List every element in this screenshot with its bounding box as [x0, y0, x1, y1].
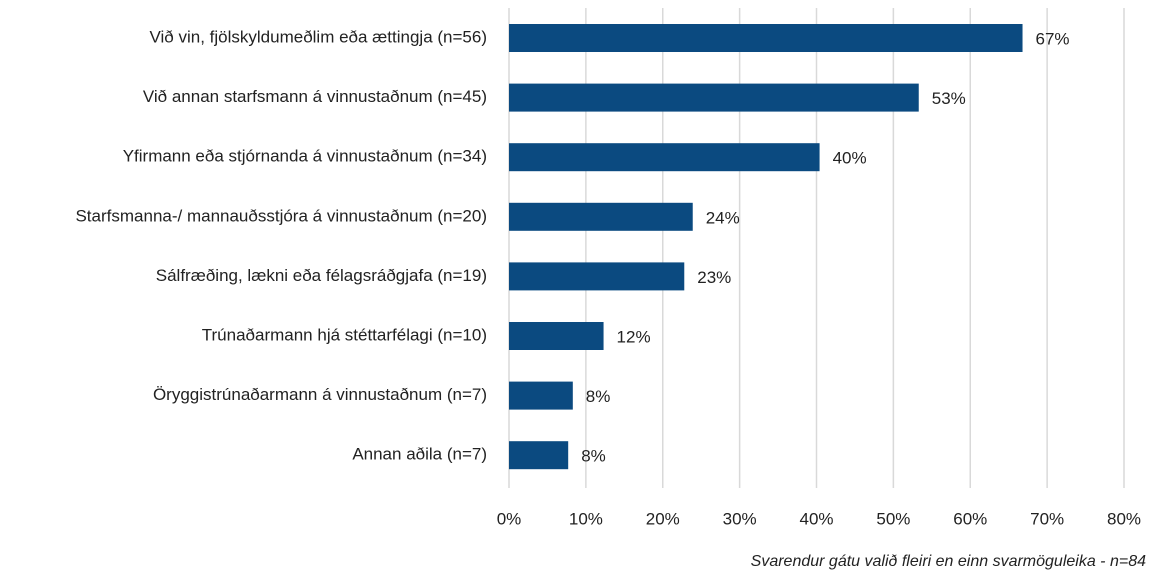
x-tick-label: 10%: [569, 509, 603, 528]
data-label: 8%: [581, 447, 606, 466]
y-tick-label: Við vin, fjölskyldumeðlim eða ættingja (…: [150, 27, 488, 46]
y-tick-label: Sálfræðing, lækni eða félagsráðgjafa (n=…: [156, 266, 487, 285]
x-tick-label: 20%: [646, 509, 680, 528]
bar: [509, 83, 919, 112]
y-tick-label: Annan aðila (n=7): [352, 445, 487, 464]
x-tick-label: 30%: [723, 509, 757, 528]
y-tick-label: Yfirmann eða stjórnanda á vinnustaðnum (…: [123, 147, 487, 166]
x-tick-label: 70%: [1030, 509, 1064, 528]
data-label: 40%: [833, 149, 867, 168]
x-tick-label: 50%: [876, 509, 910, 528]
bar: [509, 322, 604, 350]
bar: [509, 143, 820, 172]
data-label: 12%: [617, 327, 651, 346]
y-tick-label: Öryggistrúnaðarmann á vinnustaðnum (n=7): [153, 385, 487, 404]
x-tick-label: 0%: [497, 509, 522, 528]
bar: [509, 262, 685, 291]
data-label: 8%: [586, 387, 611, 406]
data-label: 67%: [1036, 29, 1070, 48]
x-tick-label: 40%: [799, 509, 833, 528]
x-tick-label: 60%: [953, 509, 987, 528]
y-tick-label: Trúnaðarmann hjá stéttarfélagi (n=10): [202, 325, 487, 344]
bar: [509, 381, 573, 410]
bar: [509, 24, 1023, 52]
annotation: Svarendur gátu valið fleiri en einn svar…: [751, 553, 1146, 570]
x-tick-label: 80%: [1107, 509, 1141, 528]
data-label: 53%: [932, 89, 966, 108]
bar: [509, 441, 569, 470]
data-label: 23%: [697, 268, 731, 287]
data-label: 24%: [706, 208, 740, 227]
y-tick-label: Við annan starfsmann á vinnustaðnum (n=4…: [143, 87, 487, 106]
y-tick-label: Starfsmanna-/ mannauðsstjóra á vinnustað…: [75, 206, 487, 225]
bar: [509, 202, 693, 231]
